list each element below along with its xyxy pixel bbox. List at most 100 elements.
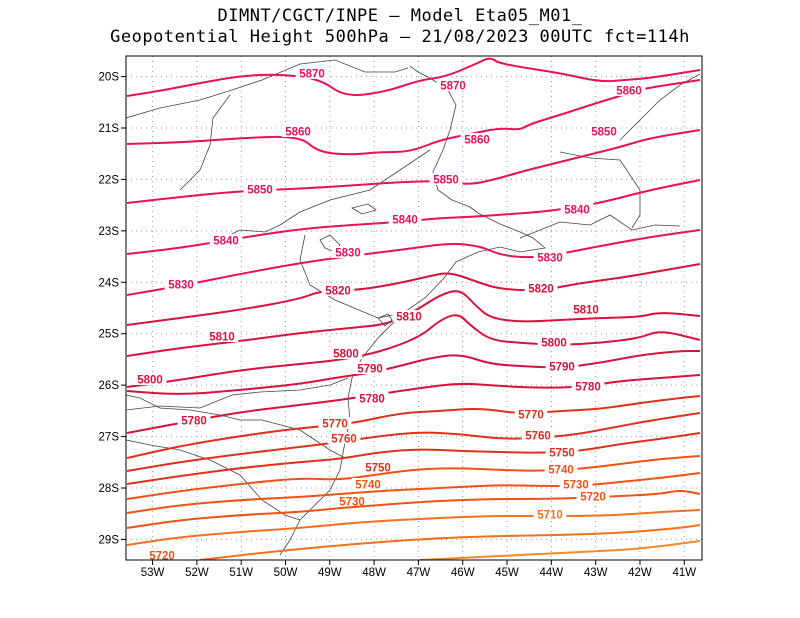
map-title-line2: Geopotential Height 500hPa – 21/08/2023 … xyxy=(110,27,690,47)
contour-label-bg xyxy=(559,478,593,490)
contour-5870 xyxy=(126,57,701,97)
contour-label-bg xyxy=(587,125,621,137)
lat-tick-label: 23S xyxy=(99,226,120,238)
state-border xyxy=(559,151,641,229)
contour-label-bg xyxy=(544,463,578,475)
contour-label: 5810 xyxy=(209,332,235,344)
contour-label-bg xyxy=(545,446,579,458)
contour-label-bg xyxy=(355,392,389,404)
lat-tick-label: 28S xyxy=(99,483,120,495)
contour-label: 5810 xyxy=(573,305,599,317)
contour-label-bg xyxy=(537,336,571,348)
contour-label-bg xyxy=(327,432,361,444)
contour-label: 5850 xyxy=(247,185,273,197)
lon-tick-label: 46W xyxy=(451,567,475,579)
contour-label: 5860 xyxy=(464,135,490,147)
contour-label-bg xyxy=(145,549,179,560)
lat-tick-label: 25S xyxy=(99,329,120,341)
contour-label: 5720 xyxy=(149,551,175,563)
contour-5690 xyxy=(419,540,701,560)
contour-label: 5740 xyxy=(548,465,574,477)
contour-label: 5840 xyxy=(213,236,239,248)
contour-label: 5820 xyxy=(325,286,351,298)
lat-tick-label: 21S xyxy=(99,123,120,135)
contour-label-bg xyxy=(318,417,352,429)
contour-label: 5860 xyxy=(616,86,642,98)
contour-label-bg xyxy=(243,183,277,195)
contour-label: 5710 xyxy=(537,510,563,522)
contour-label: 5740 xyxy=(355,480,381,492)
contour-label: 5750 xyxy=(549,448,575,460)
contour-label-bg xyxy=(351,478,385,490)
contour-label-bg xyxy=(533,508,567,520)
contour-label-bg xyxy=(392,310,426,322)
contour-label-bg xyxy=(295,67,329,79)
contour-label-bg xyxy=(321,284,355,296)
contour-label-bg xyxy=(521,429,555,441)
contour-5710 xyxy=(126,509,701,546)
contour-label: 5810 xyxy=(396,312,422,324)
contour-label-bg xyxy=(429,173,463,185)
contour-label: 5770 xyxy=(322,419,348,431)
lat-lon-grid xyxy=(126,56,702,560)
contour-label-bg xyxy=(335,495,369,507)
contour-5730 xyxy=(126,472,701,514)
lat-tick-label: 20S xyxy=(99,72,120,84)
contour-label-bg xyxy=(353,362,387,374)
contour-label: 5870 xyxy=(440,81,466,93)
lon-tick-label: 51W xyxy=(229,567,253,579)
coastline xyxy=(279,65,546,556)
contour-label-bg xyxy=(460,133,494,145)
contour-label-bg xyxy=(164,278,198,290)
contour-label: 5780 xyxy=(181,416,207,428)
contour-label: 5780 xyxy=(575,382,601,394)
state-border xyxy=(219,149,431,241)
contour-label-bg xyxy=(177,414,211,426)
lat-tick-label: 22S xyxy=(99,174,120,186)
lon-tick-label: 48W xyxy=(362,567,386,579)
map-frame-border xyxy=(125,55,703,561)
contour-label: 5870 xyxy=(299,69,325,81)
contour-label: 5770 xyxy=(518,410,544,422)
contour-label: 5790 xyxy=(357,364,383,376)
contour-label: 5720 xyxy=(580,492,606,504)
contour-5790 xyxy=(126,350,700,395)
state-border xyxy=(126,394,346,459)
contour-label-bg xyxy=(569,303,603,315)
contour-label-bg xyxy=(388,213,422,225)
contour-label: 5840 xyxy=(392,215,418,227)
contour-label: 5850 xyxy=(591,127,617,139)
bay xyxy=(350,203,377,215)
coastline xyxy=(519,214,681,239)
contour-label-bg xyxy=(436,79,470,91)
contour-label: 5850 xyxy=(433,175,459,187)
contour-label-bg xyxy=(205,330,239,342)
state-border xyxy=(126,59,409,119)
contour-label-bg xyxy=(545,360,579,372)
contour-label: 5800 xyxy=(137,375,163,387)
contour-5740 xyxy=(126,455,701,500)
contour-label-bg xyxy=(576,490,610,502)
lat-tick-label: 27S xyxy=(99,432,120,444)
lon-tick-label: 42W xyxy=(628,567,652,579)
contour-label-bg xyxy=(524,282,558,294)
contour-label: 5840 xyxy=(564,205,590,217)
contour-label-bg xyxy=(133,373,167,385)
lon-tick-label: 47W xyxy=(407,567,431,579)
contour-5810 xyxy=(126,290,701,357)
contour-5830 xyxy=(126,229,701,296)
contour-label-bg xyxy=(560,203,594,215)
lon-tick-label: 45W xyxy=(495,567,519,579)
lon-tick-label: 53W xyxy=(141,567,165,579)
state-border xyxy=(179,94,231,191)
state-border xyxy=(126,377,349,411)
contour-label-bg xyxy=(514,408,548,420)
lon-tick-label: 49W xyxy=(318,567,342,579)
contour-5820 xyxy=(126,263,701,326)
lat-tick-label: 29S xyxy=(99,534,120,546)
contour-label: 5830 xyxy=(537,253,563,265)
contour-label: 5830 xyxy=(168,280,194,292)
contour-label: 5820 xyxy=(528,284,554,296)
contour-5700 xyxy=(199,524,701,560)
